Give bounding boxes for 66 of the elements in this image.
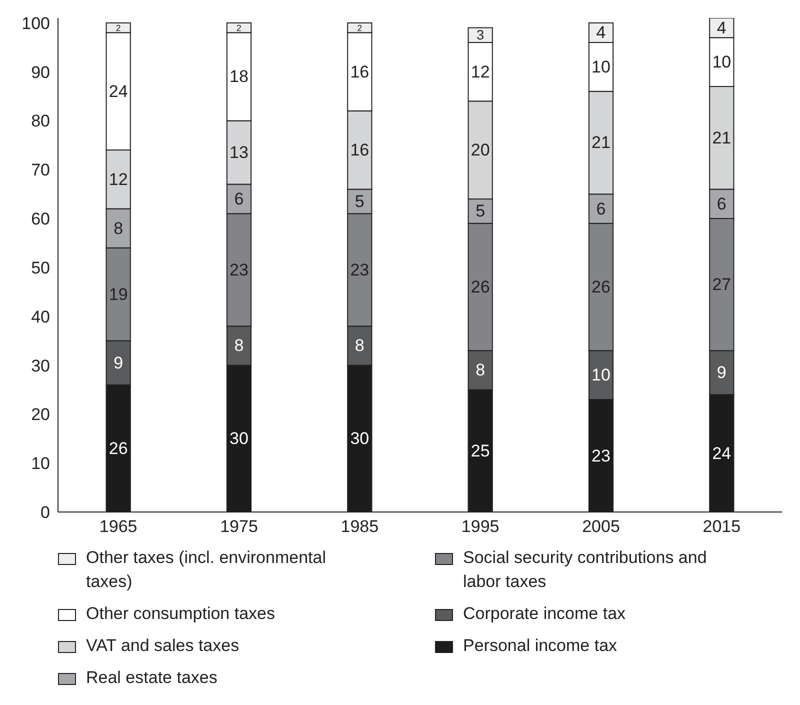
data-label: 21: [592, 133, 610, 152]
y-tick-label: 90: [31, 62, 50, 82]
legend-label: VAT and sales taxes: [86, 635, 240, 657]
data-label: 10: [712, 52, 732, 72]
data-label: 4: [716, 18, 726, 38]
y-tick-label: 50: [31, 258, 50, 278]
data-label: 6: [234, 189, 244, 208]
x-tick-label: 1965: [99, 517, 138, 536]
legend-label: Other taxes (incl. environmental taxes): [86, 547, 327, 593]
data-label: 8: [476, 360, 486, 380]
y-tick-label: 20: [31, 405, 50, 424]
data-label: 23: [592, 446, 610, 466]
y-tick-label: 70: [31, 160, 50, 180]
data-label: 3: [476, 28, 484, 43]
data-label: 8: [234, 336, 244, 356]
y-tick-label: 0: [40, 503, 50, 522]
y-tick-label: 30: [31, 356, 50, 376]
data-label: 12: [470, 62, 490, 82]
data-label: 2: [357, 22, 362, 33]
data-label: 26: [108, 438, 128, 458]
data-label: 12: [108, 170, 128, 189]
data-label: 25: [470, 441, 490, 460]
data-label: 8: [114, 218, 124, 238]
y-tick-label: 100: [22, 14, 50, 33]
data-label: 9: [114, 353, 124, 372]
data-label: 16: [350, 62, 370, 82]
data-label: 5: [354, 192, 364, 211]
data-label: 8: [354, 336, 364, 356]
legend-label: Corporate income tax: [463, 603, 627, 625]
data-label: 23: [350, 260, 370, 280]
data-label: 18: [230, 67, 248, 86]
data-label: 10: [592, 57, 610, 76]
data-label: 2: [236, 22, 242, 33]
data-label: 6: [596, 199, 606, 218]
y-tick-label: 40: [31, 307, 50, 326]
data-label: 16: [350, 140, 370, 160]
legend-label: Social security contributions and labor taxes: [463, 547, 708, 593]
x-tick-label: 2015: [702, 517, 741, 536]
data-label: 19: [108, 284, 128, 304]
legend-label: Real estate taxes: [86, 667, 218, 689]
legend-label: Other consumption taxes: [86, 603, 276, 625]
data-label: 26: [592, 278, 610, 297]
y-tick-label: 60: [31, 210, 50, 229]
x-tick-label: 2005: [582, 517, 620, 536]
data-label: 30: [350, 429, 370, 448]
data-label: 4: [596, 23, 606, 42]
x-tick-label: 1975: [220, 517, 258, 536]
data-label: 30: [230, 429, 248, 448]
y-tick-label: 10: [31, 454, 50, 474]
data-label: 20: [470, 140, 490, 160]
data-label: 21: [712, 128, 732, 148]
data-label: 5: [476, 202, 486, 221]
data-label: 13: [230, 143, 248, 162]
data-label: 27: [712, 275, 732, 294]
data-label: 10: [592, 366, 610, 385]
legend-label: Personal income tax: [463, 635, 618, 657]
y-tick-label: 80: [31, 112, 50, 131]
data-label: 23: [230, 260, 248, 280]
x-tick-label: 1995: [461, 517, 500, 536]
data-label: 24: [712, 444, 732, 463]
data-label: 26: [470, 278, 490, 297]
x-tick-label: 1985: [340, 517, 379, 536]
data-label: 24: [108, 82, 128, 101]
data-label: 2: [116, 22, 121, 33]
data-label: 6: [716, 194, 726, 214]
data-label: 9: [716, 363, 726, 382]
